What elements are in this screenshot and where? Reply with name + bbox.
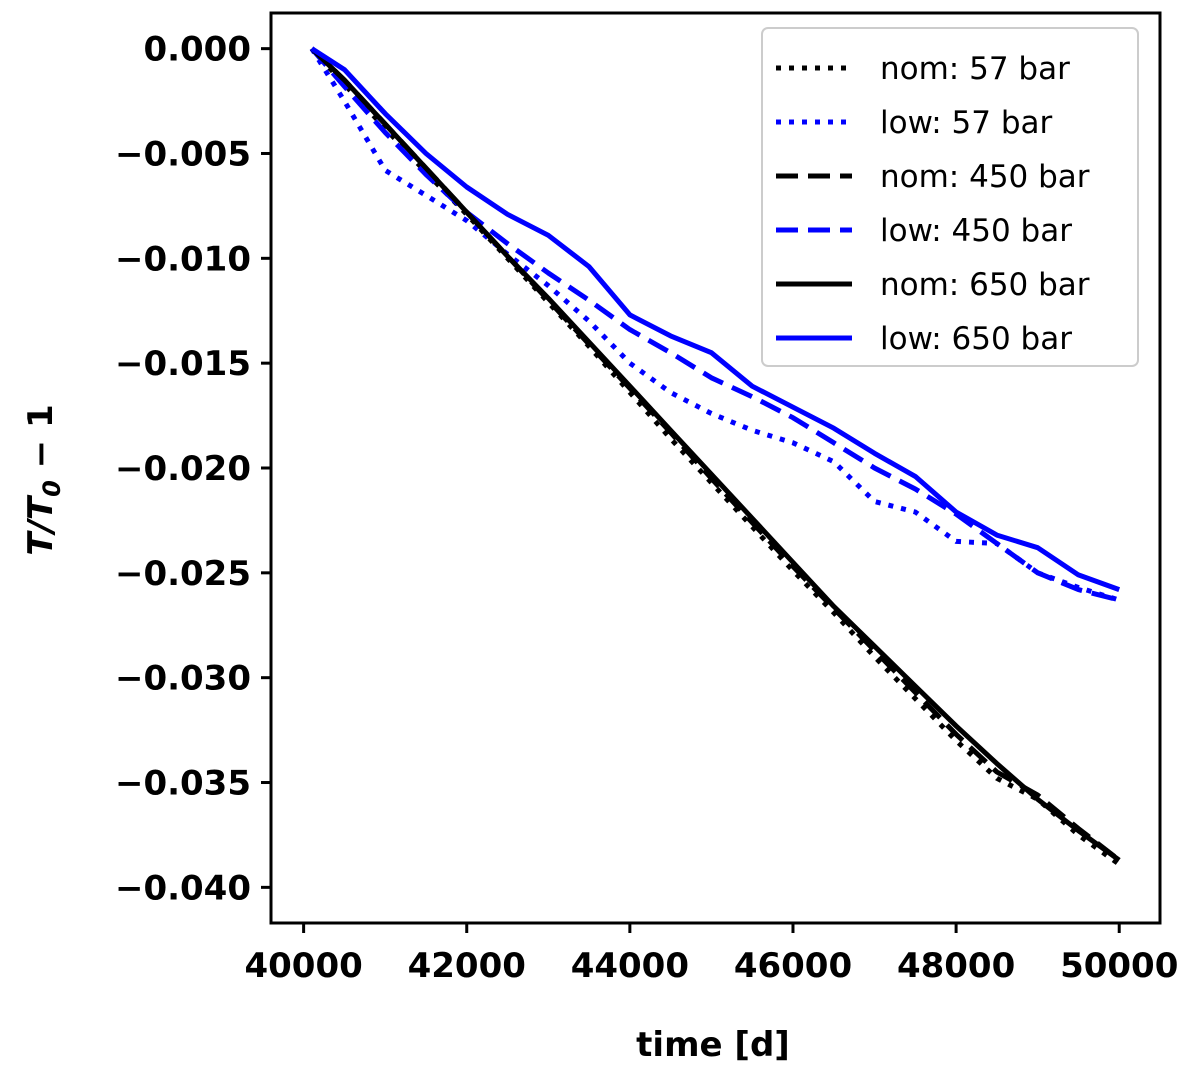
y-axis-label: T/T0 − 1 [21, 404, 66, 555]
x-tick-label: 46000 [734, 946, 852, 986]
series-group [309, 46, 1121, 867]
y-tick-label: −0.025 [115, 554, 251, 594]
y-tick-label: −0.015 [115, 344, 251, 384]
y-tick-label: −0.005 [115, 134, 251, 174]
y-axis: 0.000 −0.005 −0.010 −0.015 −0.020 −0.025 −0.03… [115, 30, 271, 908]
series-line-5 [310, 46, 1121, 863]
y-tick-label: −0.040 [115, 868, 251, 908]
y-tick-label: 0.000 [143, 30, 251, 70]
x-tick-label: 40000 [244, 946, 362, 986]
legend-label: nom: 650 bar [880, 267, 1090, 303]
x-tick-label: 42000 [408, 946, 526, 986]
series-line-6 [310, 46, 1121, 592]
y-axis-label-tail: − 1 [21, 404, 61, 480]
y-axis-label-sub: 0 [38, 480, 66, 497]
legend-label: low: 650 bar [880, 321, 1072, 357]
y-tick-label: −0.010 [115, 239, 251, 279]
x-axis: 40000 42000 44000 46000 48000 50000 [244, 923, 1178, 986]
series-line-3 [310, 46, 1121, 863]
legend-label: low: 57 bar [880, 105, 1053, 141]
x-tick-label: 48000 [897, 946, 1015, 986]
x-tick-label: 44000 [571, 946, 689, 986]
y-tick-label: −0.020 [115, 449, 251, 489]
series-line-4 [309, 46, 1120, 603]
legend-label: nom: 57 bar [880, 51, 1070, 87]
legend-label: low: 450 bar [880, 213, 1072, 249]
y-tick-label: −0.030 [115, 659, 251, 699]
legend-label: nom: 450 bar [880, 159, 1090, 195]
y-axis-label-main: T/T [21, 494, 61, 556]
series-line-2 [309, 47, 1120, 603]
x-tick-label: 50000 [1060, 946, 1178, 986]
legend: nom: 57 bar low: 57 bar nom: 450 bar low: 4… [761, 27, 1139, 367]
legend-box [761, 27, 1139, 367]
y-tick-label: −0.035 [115, 764, 251, 804]
x-axis-label: time [d] [636, 1025, 790, 1065]
